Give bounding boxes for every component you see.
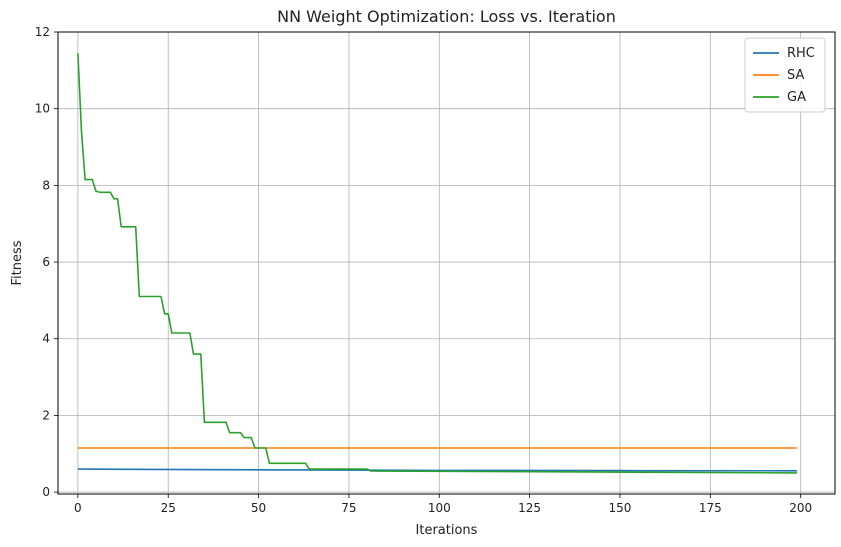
legend-label-rhc: RHC [787, 46, 815, 61]
y-tick-label: 10 [35, 102, 50, 116]
x-tick-label: 100 [428, 501, 451, 515]
series-line-rhc [77, 468, 798, 472]
legend-box [744, 37, 826, 113]
y-tick-label: 8 [42, 178, 50, 192]
x-tick-label: 50 [251, 501, 266, 515]
x-tick-label: 150 [609, 501, 632, 515]
x-tick-label: 200 [789, 501, 812, 515]
legend-label-sa: SA [787, 68, 804, 83]
grid-lines [58, 31, 835, 494]
x-axis-ticks: 0 25 50 75 100 125 150 175 200 [74, 494, 812, 515]
x-tick-label: 75 [341, 501, 356, 515]
x-tick-label: 25 [161, 501, 176, 515]
x-axis-title: Iterations [416, 523, 478, 538]
y-tick-label: 6 [42, 255, 50, 269]
y-tick-label: 2 [42, 408, 50, 422]
plot-frame [57, 31, 836, 495]
x-tick-label: 175 [699, 501, 722, 515]
y-tick-label: 0 [42, 485, 50, 499]
legend: RHC SA GA [744, 37, 826, 113]
series-line-ga [77, 53, 798, 474]
legend-label-ga: GA [787, 90, 806, 105]
y-tick-label: 12 [35, 25, 50, 39]
x-tick-label: 0 [74, 501, 82, 515]
y-axis-title: Fitness [10, 240, 25, 285]
y-axis-ticks: 0 2 4 6 8 10 12 [35, 25, 58, 499]
x-tick-label: 125 [518, 501, 541, 515]
y-tick-label: 4 [42, 332, 50, 346]
chart-title: NN Weight Optimization: Loss vs. Iterati… [277, 7, 616, 26]
series-lines [77, 53, 798, 474]
